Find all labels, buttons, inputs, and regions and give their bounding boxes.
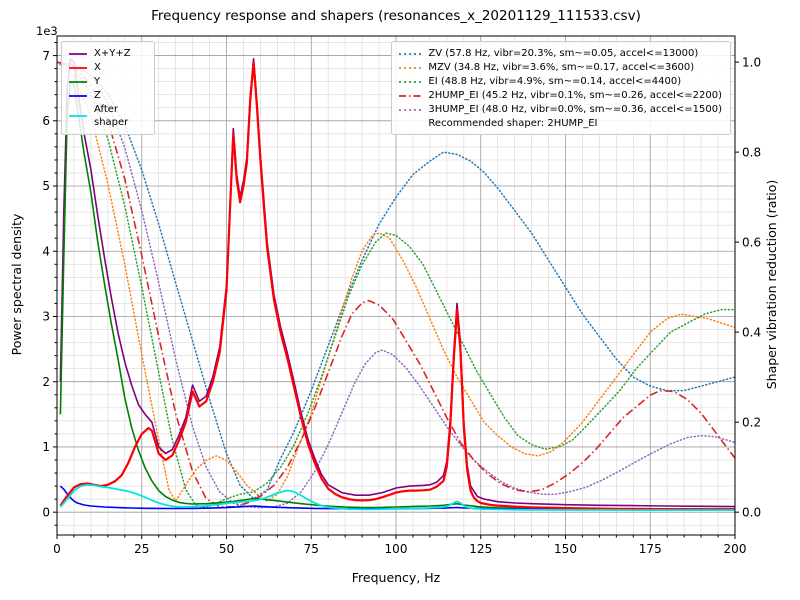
shaper-legend: ZV (57.8 Hz, vibr=20.3%, sm~=0.05, accel…: [391, 41, 731, 135]
series-3hump-ei: [57, 61, 735, 509]
series-zv: [57, 61, 735, 500]
legend-line-sample: [69, 66, 87, 69]
y-axis-offset-text: 1e3: [36, 24, 58, 38]
tick-label: 6: [42, 114, 50, 128]
x-axis-label: Frequency, Hz: [351, 570, 441, 585]
legend-item-label: EI (48.8 Hz, vibr=4.9%, sm~=0.14, accel<…: [428, 76, 682, 87]
tick-marks: [53, 42, 739, 539]
legend-item-y: Y: [68, 75, 146, 88]
tick-label: 4: [42, 244, 50, 258]
legend-line-sample: [69, 80, 87, 83]
psd-legend: X+Y+Z X Y Z After shaper: [61, 41, 155, 135]
legend-line-sample: [399, 108, 422, 111]
recommended-shaper-note: Recommended shaper: 2HUMP_EI: [428, 118, 598, 129]
legend-item-label: X+Y+Z: [94, 48, 131, 59]
legend-item-zv: ZV (57.8 Hz, vibr=20.3%, sm~=0.05, accel…: [398, 47, 722, 60]
tick-label: 100: [385, 542, 408, 556]
tick-label: 7: [42, 49, 50, 63]
legend-line-sample: [69, 94, 87, 97]
tick-label: 0: [53, 542, 61, 556]
minor-grid: [57, 36, 735, 535]
legend-item-xyz: X+Y+Z: [68, 47, 146, 60]
tick-label: 2: [42, 375, 50, 389]
legend-line-sample: [399, 66, 422, 69]
legend-item-3hump-ei: 3HUMP_EI (48.0 Hz, vibr=0.0%, sm~=0.36, …: [398, 103, 722, 116]
legend-item-label: X: [94, 62, 101, 73]
series-ei: [57, 61, 735, 509]
series-2hump-ei: [57, 61, 735, 508]
tick-label: 75: [304, 542, 319, 556]
tick-label: 1.0: [742, 55, 761, 69]
legend-item-z: Z: [68, 89, 146, 102]
tick-label: 125: [469, 542, 492, 556]
legend-item-mzv: MZV (34.8 Hz, vibr=3.6%, sm~=0.17, accel…: [398, 61, 722, 74]
y-axis-label-right: Shaper vibration reduction (ratio): [764, 179, 779, 390]
legend-item-label: 2HUMP_EI (45.2 Hz, vibr=0.1%, sm~=0.26, …: [428, 90, 722, 101]
legend-item-label: MZV (34.8 Hz, vibr=3.6%, sm~=0.17, accel…: [428, 62, 695, 73]
legend-item-label: ZV (57.8 Hz, vibr=20.3%, sm~=0.05, accel…: [428, 48, 699, 59]
legend-item-x: X: [68, 61, 146, 74]
tick-label: 25: [134, 542, 149, 556]
tick-label: 0.0: [742, 505, 761, 519]
series-x: [59, 60, 735, 511]
legend-line-sample: [399, 94, 422, 97]
series-y: [59, 80, 735, 510]
legend-item-ei: EI (48.8 Hz, vibr=4.9%, sm~=0.14, accel<…: [398, 75, 722, 88]
tick-label: 50: [219, 542, 234, 556]
legend-item-label: Y: [94, 76, 101, 87]
tick-label: 0.6: [742, 235, 761, 249]
tick-label: 0.2: [742, 415, 761, 429]
series-mzv: [57, 61, 735, 502]
tick-label: 175: [639, 542, 662, 556]
tick-label: 200: [724, 542, 747, 556]
series-after-shaper: [59, 483, 735, 512]
legend-line-sample: [399, 80, 422, 83]
y-axis-label-left: Power spectral density: [9, 213, 24, 356]
legend-line-sample: [69, 115, 87, 117]
legend-item-label: 3HUMP_EI (48.0 Hz, vibr=0.0%, sm~=0.36, …: [428, 104, 722, 115]
tick-label: 0: [42, 505, 50, 519]
tick-label: 3: [42, 310, 50, 324]
legend-line-sample: [399, 52, 422, 55]
legend-item-label: After shaper: [94, 104, 129, 128]
tick-label: 150: [554, 542, 577, 556]
tick-label: 5: [42, 179, 50, 193]
chart-title: Frequency response and shapers (resonanc…: [151, 8, 641, 24]
legend-item-label: Z: [94, 90, 101, 101]
tick-label: 0.8: [742, 145, 761, 159]
legend-line-sample: [69, 52, 87, 55]
legend-item-after-shaper: After shaper: [68, 103, 146, 129]
legend-item-2hump-ei: 2HUMP_EI (45.2 Hz, vibr=0.1%, sm~=0.26, …: [398, 89, 722, 102]
tick-label: 0.4: [742, 325, 761, 339]
tick-label: 1: [42, 440, 50, 454]
